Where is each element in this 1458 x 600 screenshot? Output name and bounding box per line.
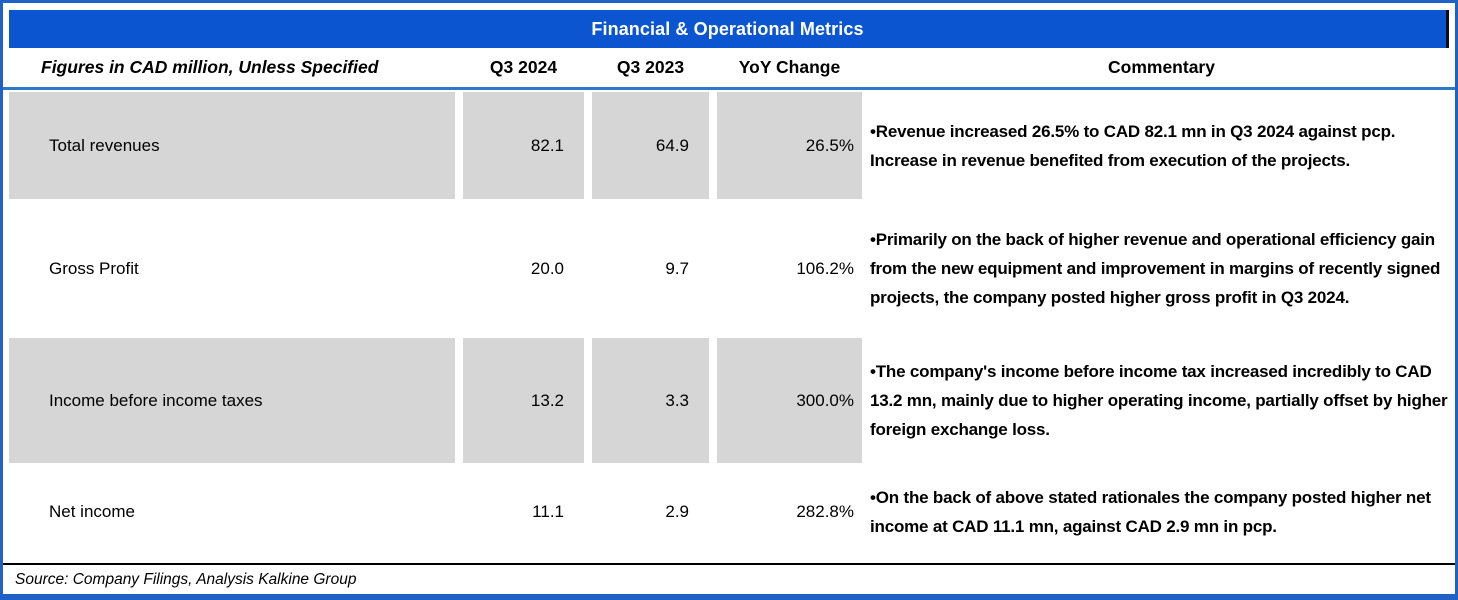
yoy-change-value: 300.0%: [717, 338, 862, 463]
header-commentary: Commentary: [1108, 57, 1215, 77]
q3-2023-value: 2.9: [665, 502, 689, 521]
table-row-total-revenues: Total revenues 82.1 64.9 26.5% •Revenue …: [3, 92, 1455, 199]
table-header-row: Figures in CAD million, Unless Specified…: [3, 48, 1455, 90]
commentary-text: •Primarily on the back of higher revenue…: [870, 230, 1441, 307]
commentary-text: •On the back of above stated rationales …: [870, 488, 1431, 536]
table-title: Financial & Operational Metrics: [591, 18, 864, 39]
yoy-change-value: 106.2%: [796, 258, 854, 278]
header-q3-2024: Q3 2024: [489, 57, 558, 77]
metric-label: Net income: [49, 502, 135, 521]
header-q3-2023: Q3 2023: [616, 57, 685, 77]
yoy-change-value: 282.8%: [796, 502, 854, 521]
metric-label: Income before income taxes: [9, 338, 455, 463]
metric-label: Total revenues: [9, 92, 455, 199]
table-row-income-before-taxes: Income before income taxes 13.2 3.3 300.…: [3, 338, 1455, 463]
q3-2023-value: 9.7: [665, 258, 689, 278]
q3-2024-value: 13.2: [463, 338, 584, 463]
commentary-text: •The company's income before income tax …: [870, 362, 1448, 439]
q3-2024-value: 20.0: [530, 258, 564, 278]
q3-2023-value: 64.9: [592, 92, 709, 199]
table-row-gross-profit: Gross Profit 20.0 9.7 106.2% •Primarily …: [3, 199, 1455, 338]
yoy-change-value: 26.5%: [717, 92, 862, 199]
q3-2024-value: 82.1: [463, 92, 584, 199]
header-yoy-change: YoY Change: [738, 57, 841, 77]
metric-label: Gross Profit: [49, 258, 139, 278]
q3-2024-value: 11.1: [532, 502, 564, 521]
table-title-bar: Financial & Operational Metrics: [9, 10, 1449, 48]
q3-2023-value: 3.3: [592, 338, 709, 463]
table-row-net-income: Net income 11.1 2.9 282.8% •On the back …: [3, 463, 1455, 561]
source-row: Source: Company Filings, Analysis Kalkin…: [3, 563, 1455, 594]
source-note: Source: Company Filings, Analysis Kalkin…: [15, 570, 357, 588]
header-metric: Figures in CAD million, Unless Specified: [41, 57, 379, 77]
commentary-text: •Revenue increased 26.5% to CAD 82.1 mn …: [870, 121, 1396, 170]
